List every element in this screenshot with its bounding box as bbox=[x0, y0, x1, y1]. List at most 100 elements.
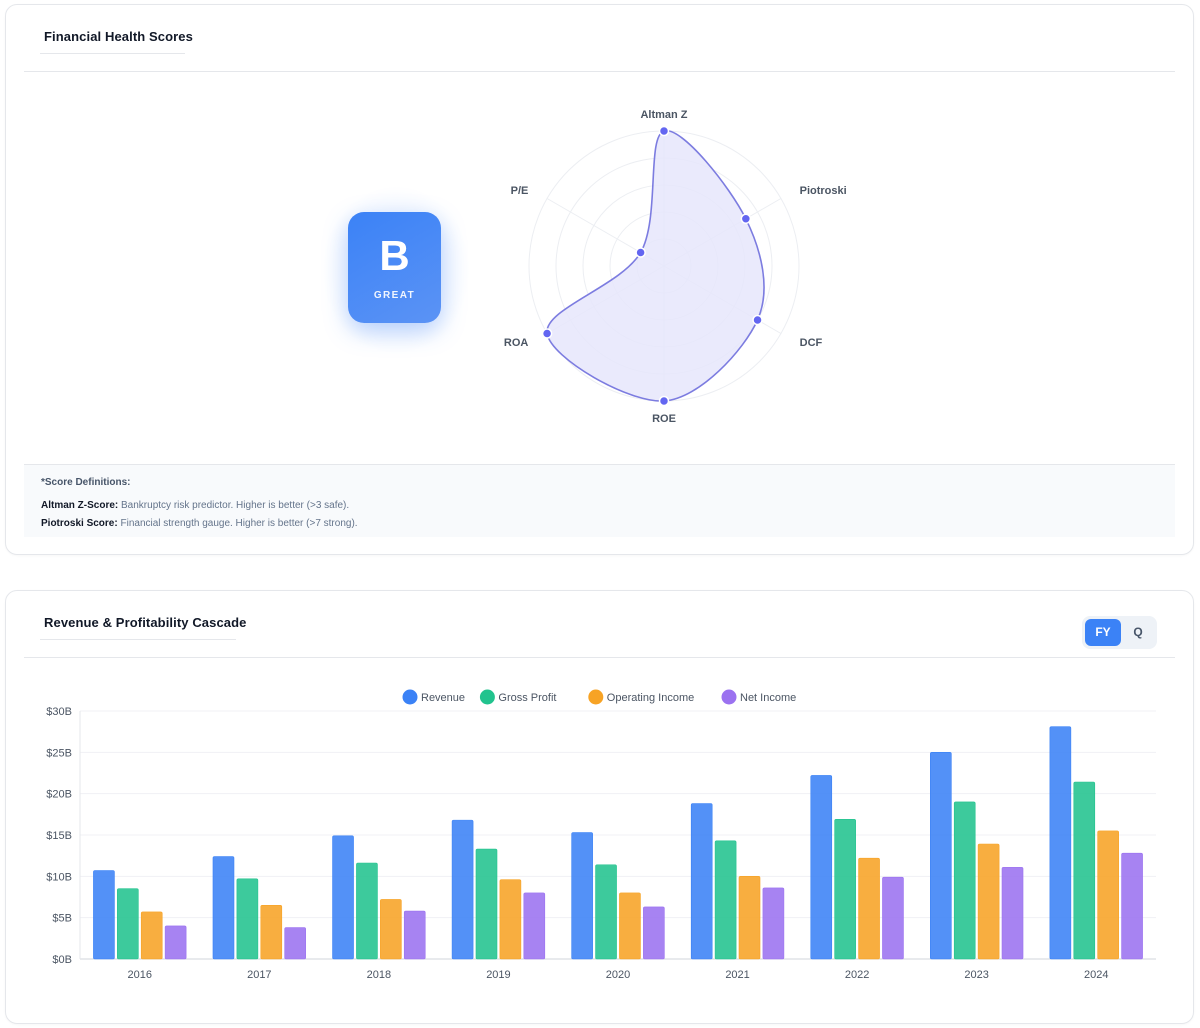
period-toggle: FY Q bbox=[1082, 616, 1157, 649]
x-tick-label: 2016 bbox=[128, 969, 152, 981]
x-tick-label: 2021 bbox=[725, 969, 749, 981]
radar-area bbox=[546, 130, 765, 402]
grade-letter: B bbox=[379, 232, 410, 279]
x-tick-label: 2023 bbox=[964, 969, 988, 981]
legend-item[interactable]: Revenue bbox=[402, 689, 465, 705]
revenue-card-title: Revenue & Profitability Cascade bbox=[44, 615, 247, 630]
bar-group-2024 bbox=[1049, 726, 1143, 960]
bar-operating-income-2016[interactable] bbox=[140, 911, 163, 960]
grade-badge: B GREAT bbox=[348, 212, 441, 323]
bar-gross-profit-2022[interactable] bbox=[834, 818, 856, 960]
bar-revenue-2020[interactable] bbox=[571, 832, 593, 960]
radar-point-altman-z[interactable] bbox=[658, 125, 670, 137]
bar-net-income-2018[interactable] bbox=[403, 910, 426, 960]
bar-net-income-2021[interactable] bbox=[762, 887, 785, 960]
legend-swatch bbox=[721, 689, 737, 705]
quarter-toggle-button[interactable]: Q bbox=[1133, 625, 1143, 639]
bar-operating-income-2022[interactable] bbox=[858, 857, 880, 960]
y-tick-label: $15B bbox=[46, 830, 72, 842]
radar-point-dcf[interactable] bbox=[752, 314, 763, 326]
x-tick-label: 2024 bbox=[1084, 969, 1108, 981]
radar-point-roa[interactable] bbox=[541, 328, 553, 339]
y-tick-label: $20B bbox=[46, 789, 72, 801]
bar-group-2022 bbox=[810, 775, 904, 960]
bar-gross-profit-2021[interactable] bbox=[714, 840, 737, 960]
bar-revenue-2019[interactable] bbox=[451, 819, 474, 960]
x-tick-label: 2022 bbox=[845, 969, 869, 981]
bar-revenue-2017[interactable] bbox=[212, 856, 235, 960]
bar-gross-profit-2017[interactable] bbox=[236, 878, 259, 960]
x-axis: 2016 2017 2018 2019 2020 2021 2022 2023 2024 bbox=[128, 969, 1109, 981]
bar-operating-income-2017[interactable] bbox=[260, 904, 283, 960]
radar-axis-label: Altman Z bbox=[640, 109, 687, 121]
bar-gross-profit-2019[interactable] bbox=[475, 848, 498, 960]
bar-operating-income-2021[interactable] bbox=[738, 876, 761, 960]
radar-labels: Altman Z Piotroski DCF ROE ROA P/E bbox=[504, 109, 847, 425]
bar-gross-profit-2024[interactable] bbox=[1073, 781, 1096, 960]
x-tick-label: 2018 bbox=[367, 969, 391, 981]
fy-toggle-button[interactable]: FY bbox=[1085, 619, 1121, 646]
y-tick-label: $25B bbox=[46, 747, 72, 759]
bar-net-income-2017[interactable] bbox=[284, 927, 306, 960]
y-tick-label: $30B bbox=[46, 706, 72, 718]
bar-gross-profit-2023[interactable] bbox=[953, 801, 976, 960]
bar-group-2017 bbox=[212, 856, 306, 960]
bar-operating-income-2023[interactable] bbox=[977, 843, 1000, 960]
bar-gross-profit-2016[interactable] bbox=[117, 888, 139, 960]
bar-gross-profit-2018[interactable] bbox=[356, 862, 378, 960]
header-divider bbox=[24, 71, 1175, 72]
radar-chart: Altman Z Piotroski DCF ROE ROA P/E bbox=[504, 109, 847, 425]
bar-gross-profit-2020[interactable] bbox=[595, 864, 617, 960]
bar-revenue-2024[interactable] bbox=[1049, 726, 1072, 960]
radar-point-roe[interactable] bbox=[658, 395, 670, 407]
score-definitions: *Score Definitions: Altman Z-Score: Bank… bbox=[24, 464, 1175, 537]
bar-group-2016 bbox=[93, 870, 187, 960]
definitions-title: *Score Definitions: bbox=[41, 477, 131, 488]
bar-group-2019 bbox=[451, 819, 546, 960]
bar-operating-income-2024[interactable] bbox=[1097, 830, 1119, 960]
financial-health-card: Financial Health Scores B GREAT Altman Z… bbox=[5, 4, 1194, 555]
radar-point-p-e[interactable] bbox=[635, 247, 646, 258]
x-tick-label: 2020 bbox=[606, 969, 630, 981]
definition-text: Financial strength gauge. Higher is bett… bbox=[120, 518, 358, 529]
legend-label: Revenue bbox=[421, 692, 465, 704]
radar-axis-label: P/E bbox=[511, 185, 529, 197]
legend-item[interactable]: Gross Profit bbox=[479, 689, 556, 705]
radar-axis-label: Piotroski bbox=[800, 185, 847, 197]
legend-swatch bbox=[402, 689, 418, 705]
bar-group-2020 bbox=[571, 832, 665, 960]
y-tick-label: $5B bbox=[52, 913, 72, 925]
bar-revenue-2016[interactable] bbox=[93, 870, 115, 960]
bar-revenue-2021[interactable] bbox=[690, 803, 713, 960]
bar-operating-income-2020[interactable] bbox=[619, 892, 641, 960]
legend-item[interactable]: Operating Income bbox=[588, 689, 694, 705]
health-card-title: Financial Health Scores bbox=[44, 29, 193, 44]
grade-label: GREAT bbox=[373, 290, 416, 301]
radar-axis-label: ROE bbox=[652, 413, 676, 425]
radar-axis-label: ROA bbox=[504, 337, 529, 349]
definition-piotroski: Piotroski Score: Financial strength gaug… bbox=[41, 515, 1158, 533]
bar-net-income-2020[interactable] bbox=[643, 906, 665, 960]
bar-revenue-2022[interactable] bbox=[810, 775, 833, 960]
legend-swatch bbox=[479, 689, 495, 705]
bar-group-2018 bbox=[332, 835, 426, 960]
radar-point-piotroski[interactable] bbox=[740, 213, 752, 224]
bar-net-income-2024[interactable] bbox=[1121, 852, 1143, 960]
y-tick-label: $10B bbox=[46, 871, 72, 883]
chart-grid: $0B $5B $10B $15B $20B $25B $30B bbox=[46, 706, 1156, 966]
title-underline bbox=[40, 53, 185, 54]
bar-revenue-2018[interactable] bbox=[332, 835, 354, 960]
header-divider bbox=[24, 657, 1175, 658]
bar-net-income-2022[interactable] bbox=[882, 876, 904, 960]
bar-net-income-2016[interactable] bbox=[164, 925, 187, 960]
legend-item[interactable]: Net Income bbox=[721, 689, 796, 705]
definition-altman: Altman Z-Score: Bankruptcy risk predicto… bbox=[41, 497, 1158, 515]
bar-net-income-2023[interactable] bbox=[1001, 866, 1024, 960]
radar-shape bbox=[541, 125, 765, 407]
bar-revenue-2023[interactable] bbox=[930, 752, 952, 960]
bar-operating-income-2018[interactable] bbox=[380, 899, 402, 960]
bar-operating-income-2019[interactable] bbox=[499, 879, 522, 960]
chart-legend: Revenue Gross Profit Operating Income Net I… bbox=[402, 689, 796, 705]
chart-bars bbox=[93, 726, 1143, 960]
bar-net-income-2019[interactable] bbox=[523, 892, 546, 960]
